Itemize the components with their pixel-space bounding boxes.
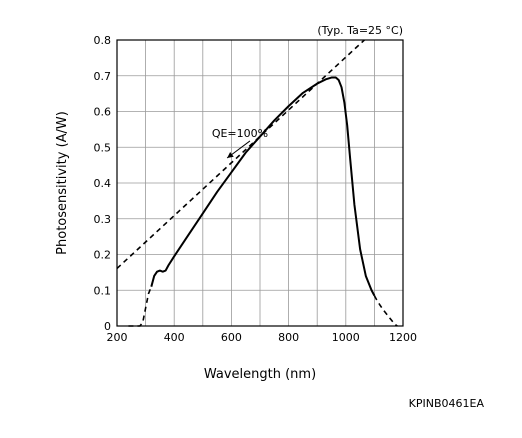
series-line-dashed-1 xyxy=(128,286,153,327)
y-tick-label: 0.8 xyxy=(94,34,112,47)
qe-100-arrow-head xyxy=(227,151,234,158)
y-tick-label: 0.3 xyxy=(94,213,112,226)
y-tick-label: 0.1 xyxy=(94,284,112,297)
series-qe-100-line xyxy=(116,39,365,270)
y-tick-label: 0.5 xyxy=(94,141,112,154)
series-line-solid-0 xyxy=(150,76,376,297)
condition-note: (Typ. Ta=25 °C) xyxy=(317,24,403,37)
figure-code: KPINB0461EA xyxy=(409,397,485,410)
x-tick-label: 200 xyxy=(107,331,128,344)
y-tick-label: 0.4 xyxy=(94,177,112,190)
x-tick-label: 400 xyxy=(164,331,185,344)
x-tick-label: 1000 xyxy=(332,331,360,344)
axis-ticks: 200 400 600 800 1000 1200 0 0.1 0.2 0.3 0.4 0.5 0.6 0… xyxy=(94,34,418,344)
x-tick-label: 600 xyxy=(221,331,242,344)
y-axis-title: Photosensitivity (A/W) xyxy=(55,111,70,255)
qe-100-annotation-label: QE=100% xyxy=(212,127,268,140)
y-tick-label: 0.2 xyxy=(94,249,112,262)
series-line-dashed-2 xyxy=(373,295,398,327)
annotations: QE=100% xyxy=(212,127,268,159)
x-tick-label: 800 xyxy=(278,331,299,344)
y-tick-label: 0.6 xyxy=(94,106,112,119)
y-tick-label: 0.7 xyxy=(94,70,112,83)
y-tick-label: 0 xyxy=(104,320,111,333)
plot-frame xyxy=(116,39,404,327)
grid-lines xyxy=(117,40,403,326)
x-tick-label: 1200 xyxy=(389,331,417,344)
data-series xyxy=(116,39,398,327)
x-axis-title: Wavelength (nm) xyxy=(204,367,316,382)
